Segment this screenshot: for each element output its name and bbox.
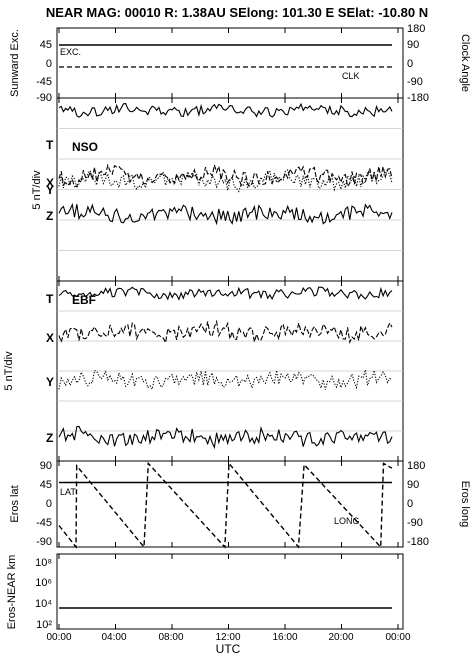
- lat-label: LAT: [60, 487, 76, 497]
- long-label: LONG: [334, 516, 360, 526]
- panel-distance: Eros-NEAR km 10⁸ 10⁶ 10⁴ 10²: [6, 555, 392, 631]
- clk-label: CLK: [342, 71, 360, 81]
- sunward-tick: 0: [46, 58, 52, 70]
- sunward-ylabel: Sunward Exc.: [9, 29, 21, 97]
- plot-title: NEAR MAG: 00010 R: 1.38AU SElong: 101.30…: [46, 5, 428, 20]
- sunward-tick: -90: [36, 92, 52, 104]
- panel-eros: Eros lat Eros long 90 45 0 -45 -90 180 9…: [9, 460, 471, 549]
- nso-series-label-t: T: [46, 138, 54, 152]
- panel-sunward-frame: [56, 27, 404, 99]
- eros-long-tick: 0: [407, 498, 413, 510]
- eros-lat-tick: 90: [40, 460, 52, 472]
- distance-tick: 10⁸: [35, 557, 52, 569]
- distance-tick: 10⁶: [35, 577, 52, 589]
- trace-z: [58, 202, 393, 226]
- distance-ylabel: Eros-NEAR km: [6, 555, 18, 630]
- exc-label: EXC.: [60, 47, 81, 57]
- clock-tick: -90: [407, 76, 423, 88]
- x-tick-label: 00:00: [385, 632, 410, 643]
- ebf-frame-label: EBF: [72, 293, 96, 307]
- trace-z: [58, 425, 393, 450]
- eros-lat-ylabel: Eros lat: [9, 485, 21, 522]
- panel-nso: 5 nT/div NSO T X Y Z: [31, 102, 403, 251]
- nso-series-label-x: X: [46, 176, 54, 190]
- ebf-series-label-y: Y: [46, 375, 54, 389]
- ebf-series-label-x: X: [46, 331, 54, 345]
- eros-long-tick: 180: [407, 460, 425, 472]
- trace-y: [58, 169, 393, 193]
- eros-lat-tick: 45: [40, 479, 52, 491]
- clock-tick: 180: [407, 23, 425, 35]
- eros-lat-tick: 0: [46, 498, 52, 510]
- x-tick-label: 08:00: [158, 632, 183, 643]
- x-tick-marks: [58, 28, 399, 629]
- eros-long-ylabel: Eros long: [459, 481, 471, 527]
- x-tick-label: 20:00: [328, 632, 353, 643]
- clock-tick: 90: [407, 39, 419, 51]
- nso-frame-label: NSO: [72, 140, 98, 154]
- long-line: [58, 461, 393, 549]
- eros-long-tick: -180: [407, 536, 429, 548]
- sunward-tick: -45: [36, 76, 52, 88]
- sunward-tick: 45: [40, 39, 52, 51]
- x-axis: 00:00 04:00 08:00 12:00 16:00 20:00 00:0…: [46, 632, 410, 656]
- x-tick-label: 12:00: [215, 632, 240, 643]
- trace-y: [58, 369, 393, 391]
- trace-x: [58, 163, 393, 188]
- ebf-ylabel: 5 nT/div: [3, 351, 15, 391]
- eros-lat-tick: -90: [36, 536, 52, 548]
- nso-series-label-z: Z: [46, 209, 53, 223]
- trace-t: [58, 286, 393, 301]
- panel-ebf: 5 nT/div EBF T X Y Z: [3, 286, 403, 450]
- x-tick-label: 00:00: [46, 632, 71, 643]
- x-tick-label: 16:00: [272, 632, 297, 643]
- nso-series-label-y: Y: [46, 183, 54, 197]
- ebf-series-label-t: T: [46, 292, 54, 306]
- clock-ylabel: Clock Angle: [459, 34, 471, 92]
- panel-sunward: Sunward Exc. Clock Angle 45 0 -45 -90 18…: [9, 23, 471, 104]
- panel-eros-frame: [56, 460, 404, 548]
- trace-x: [58, 319, 393, 345]
- eros-lat-tick: -45: [36, 517, 52, 529]
- ebf-series-label-z: Z: [46, 431, 53, 445]
- nso-ylabel: 5 nT/div: [31, 170, 43, 210]
- distance-tick: 10²: [36, 619, 52, 631]
- eros-long-tick: -90: [407, 517, 423, 529]
- x-tick-label: 04:00: [101, 632, 126, 643]
- distance-tick: 10⁴: [35, 598, 52, 610]
- clock-tick: 0: [407, 58, 413, 70]
- clock-tick: -180: [407, 92, 429, 104]
- x-axis-label: UTC: [216, 642, 241, 656]
- eros-long-tick: 90: [407, 479, 419, 491]
- trace-t: [58, 102, 393, 118]
- panel-distance-frame: [56, 553, 404, 630]
